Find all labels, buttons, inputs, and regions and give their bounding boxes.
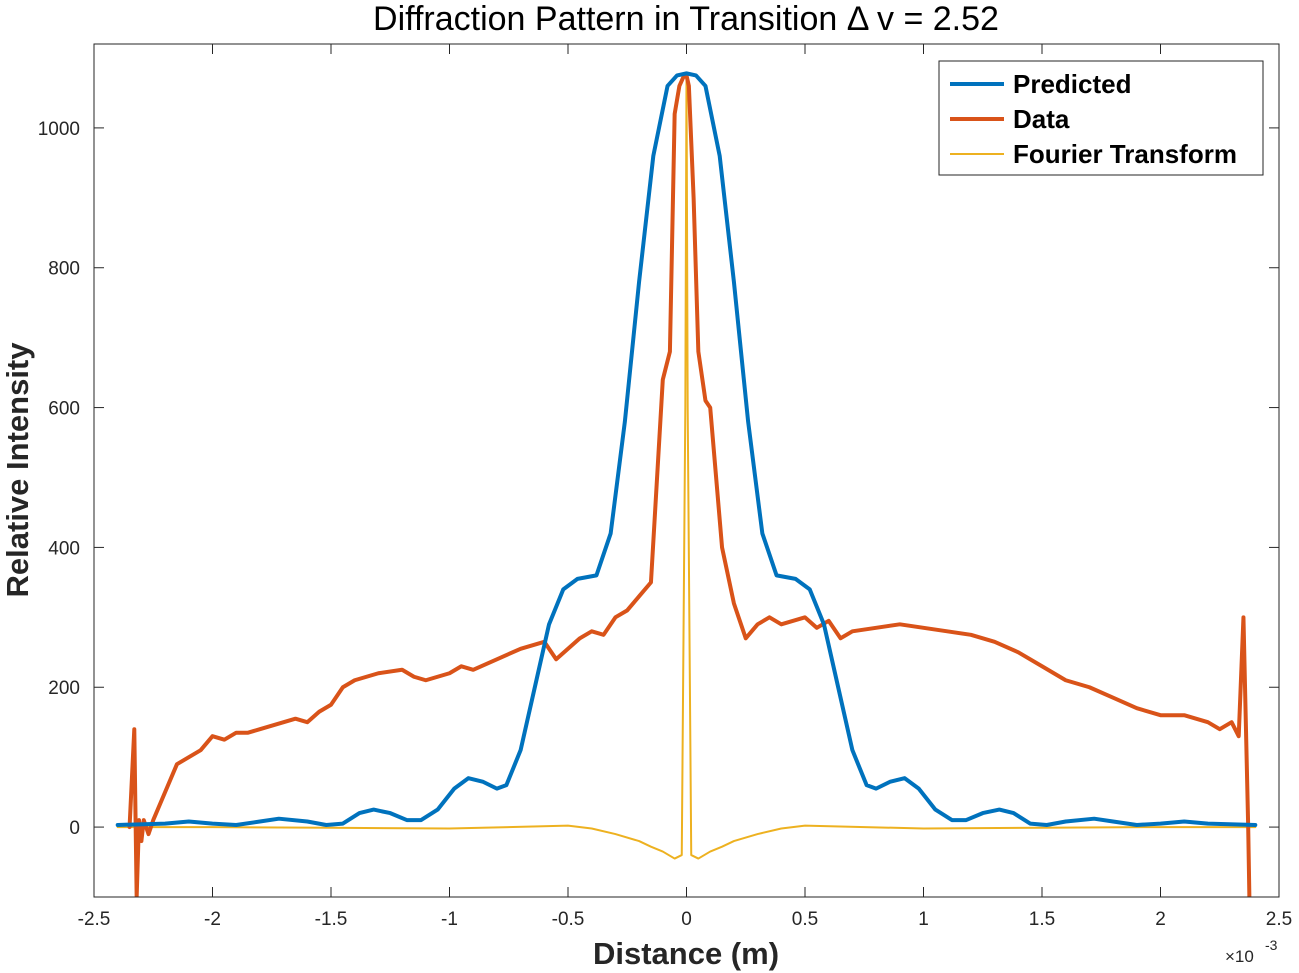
x-exponent-power: -3 [1265, 937, 1278, 953]
chart-title: Diffraction Pattern in Transition Δ v = … [373, 0, 999, 38]
y-tick-label: 200 [48, 678, 80, 699]
x-tick-label: 2.5 [1266, 909, 1292, 930]
legend: Predicted Data Fourier Transform [938, 60, 1264, 176]
x-tick-label: -1.5 [315, 909, 348, 930]
y-tick-label: 1000 [38, 119, 80, 140]
x-axis: -2.5 -2 -1.5 -1 -0.5 0 0.5 1 1.5 2 2.5 [78, 44, 1292, 930]
x-tick-label: -0.5 [552, 909, 585, 930]
x-tick-label: -2 [204, 909, 221, 930]
legend-label-predicted: Predicted [1013, 69, 1132, 99]
series-line-predicted [115, 71, 1258, 827]
x-tick-label: 2 [1155, 909, 1166, 930]
plot-frame [93, 43, 1280, 898]
x-exponent-base: ×10 [1225, 947, 1254, 966]
x-tick-label: -1 [441, 909, 458, 930]
x-tick-label: 0.5 [792, 909, 818, 930]
x-axis-label: Distance (m) [593, 936, 779, 971]
x-tick-label: 1 [918, 909, 929, 930]
x-tick-label: 0 [681, 909, 692, 930]
y-tick-label: 600 [48, 399, 80, 420]
series-layer [115, 71, 1258, 897]
y-axis-label: Relative Intensity [0, 342, 35, 598]
y-tick-label: 0 [69, 818, 80, 839]
series-line-data [127, 73, 1252, 897]
y-tick-label: 400 [48, 538, 80, 559]
x-tick-label: -2.5 [78, 909, 111, 930]
y-axis: 0 200 400 600 800 1000 [38, 119, 1279, 839]
x-axis-exponent: ×10 -3 [1225, 937, 1278, 966]
legend-label-fourier-transform: Fourier Transform [1013, 139, 1237, 169]
x-tick-label: 1.5 [1029, 909, 1055, 930]
y-tick-label: 800 [48, 259, 80, 280]
legend-label-data: Data [1013, 104, 1070, 134]
